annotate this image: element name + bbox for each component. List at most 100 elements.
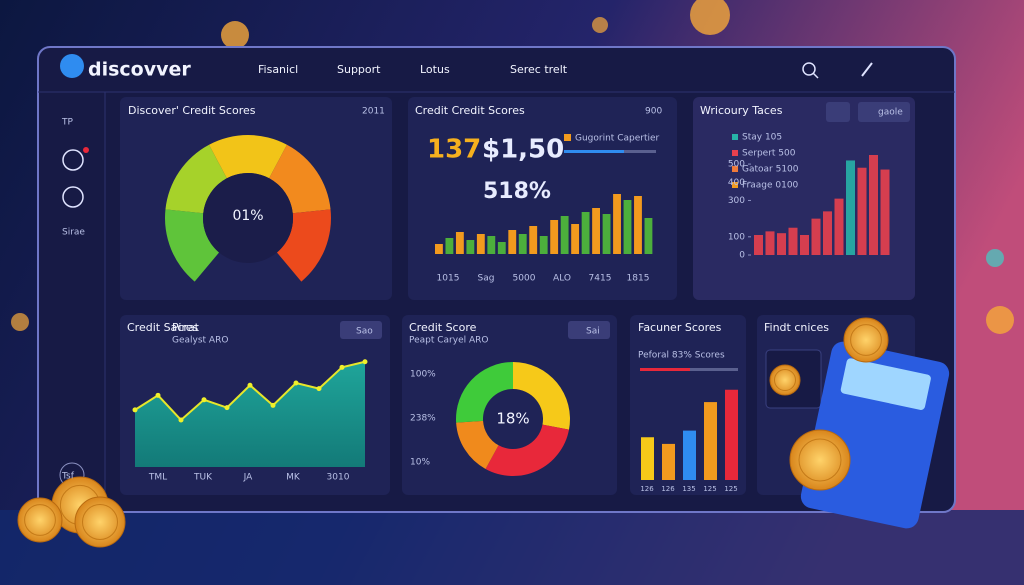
legend-swatch: [564, 134, 571, 141]
coins: [17, 317, 889, 548]
panel-title: Discover' Credit Scores: [128, 104, 256, 117]
stat: $1,50: [482, 135, 564, 165]
nav-item[interactable]: Lotus: [420, 63, 450, 76]
sidebar-icon[interactable]: [62, 149, 84, 171]
point: [293, 380, 299, 386]
bar: [602, 214, 611, 254]
coin-rim: [774, 369, 796, 391]
point: [224, 405, 230, 411]
gauge-segment: [269, 144, 331, 214]
x-tick-label: 1015: [437, 274, 460, 284]
sidebar-label[interactable]: Tsf: [61, 472, 75, 482]
bar: [623, 200, 632, 254]
panel-subtitle: Gealyst ARO: [172, 336, 228, 346]
bar: [765, 231, 775, 255]
y-tick-label: 100: [728, 232, 745, 242]
point: [339, 364, 345, 370]
panel-title: Credit Credit Scores: [415, 104, 525, 117]
nav-item[interactable]: Fisanicl: [258, 63, 298, 76]
progress-fill: [640, 368, 690, 371]
donut-segment: [513, 362, 570, 430]
gauge-segment: [276, 209, 331, 282]
point: [132, 407, 138, 413]
floor: [0, 510, 1024, 585]
bar: [466, 240, 475, 254]
x-tick-label: 7415: [589, 274, 612, 284]
bar: [683, 430, 696, 480]
sidebar-label[interactable]: Sirae: [62, 228, 85, 238]
sidebar-label[interactable]: TP: [61, 118, 73, 128]
x-tick-label: 125: [724, 485, 737, 493]
panel-button[interactable]: [858, 102, 910, 122]
x-tick-label: JA: [243, 473, 253, 483]
legend-label: Fraage 0100: [742, 181, 799, 191]
panel-button[interactable]: [340, 321, 382, 339]
point: [270, 402, 276, 408]
bar: [476, 234, 485, 254]
point: [178, 417, 184, 423]
x-tick-label: TML: [148, 473, 167, 483]
bar: [846, 160, 855, 255]
stat: 518%: [483, 179, 551, 204]
bar: [644, 218, 653, 254]
x-tick-label: ALO: [553, 274, 571, 284]
bar: [811, 218, 821, 255]
gauge-segment: [165, 209, 220, 282]
button-label: gaole: [878, 108, 903, 118]
bar: [834, 198, 844, 255]
donut-segment: [456, 362, 513, 423]
bar: [777, 233, 786, 255]
point: [316, 386, 322, 392]
sidebar-icon[interactable]: [62, 186, 84, 208]
notification-dot: [83, 147, 89, 153]
y-tick-label: 500: [728, 160, 745, 170]
bar: [634, 196, 642, 254]
bar: [487, 236, 496, 254]
donut-label: 238%: [410, 414, 436, 424]
bar: [725, 389, 738, 480]
bar: [662, 443, 675, 480]
gauge-hub: [203, 173, 293, 263]
legend-label: Stay 105: [742, 133, 782, 143]
button-label: Sai: [586, 327, 600, 337]
panel-subtitle: Peforal 83% Scores: [638, 351, 725, 361]
nav-item[interactable]: Serec trelt: [510, 63, 568, 76]
bar: [529, 226, 538, 254]
bar: [571, 224, 580, 254]
edit-icon[interactable]: [861, 62, 873, 77]
panel-button[interactable]: [568, 321, 610, 339]
donut-segment: [485, 424, 569, 477]
x-tick-label: 125: [703, 485, 716, 493]
nav-item[interactable]: Support: [337, 63, 381, 76]
panel-badge: 900: [645, 107, 662, 117]
bar: [435, 244, 443, 254]
calculator-screen: [840, 358, 931, 410]
bokeh: [11, 313, 29, 331]
button-label: Sao: [356, 327, 373, 337]
coin-rim: [82, 504, 118, 540]
legend-label: Serpert 500: [742, 149, 796, 159]
y-tick-label: 0: [739, 251, 745, 261]
bokeh: [986, 249, 1004, 267]
x-tick-label: 126: [661, 485, 675, 493]
panel-button[interactable]: [826, 102, 850, 122]
logo: discovver: [88, 59, 191, 81]
panel: [402, 315, 617, 495]
bar: [539, 236, 548, 254]
panel-badge: 2011: [362, 107, 385, 117]
y-tick-label: 300: [728, 196, 745, 206]
panel-title: Wricoury Taces: [700, 104, 783, 117]
legend-label: Gatoar 5100: [742, 165, 799, 175]
search-icon[interactable]: [802, 62, 816, 76]
x-tick-label: Sag: [478, 274, 495, 284]
x-tick-label: TUK: [193, 473, 213, 483]
x-tick-label: 135: [682, 485, 695, 493]
x-tick-label: 5000: [513, 274, 536, 284]
panel-title: Findt cnices: [764, 321, 829, 334]
logo-icon: [60, 54, 84, 78]
bokeh: [221, 21, 249, 49]
stat: 137: [427, 135, 481, 165]
bar: [880, 169, 890, 255]
panel-subtitle: Peapt Caryel ARO: [409, 336, 488, 346]
